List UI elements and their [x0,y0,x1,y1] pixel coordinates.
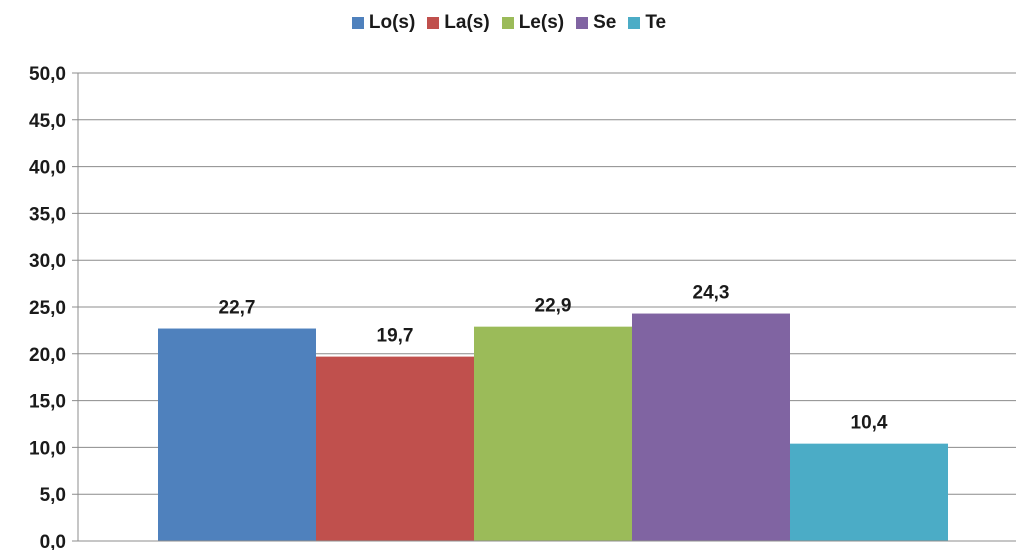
chart-legend: Lo(s) La(s) Le(s) Se Te [0,12,1018,34]
y-tick-label: 25,0 [29,298,66,319]
y-tick-label: 30,0 [29,251,66,272]
legend-swatch [351,17,364,29]
bar-se [632,313,790,541]
legend-label: Te [645,12,667,33]
y-tick-label: 50,0 [29,64,66,85]
y-tick-label: 0,0 [40,532,66,550]
legend-item: La(s) [427,12,490,34]
data-label: 22,7 [219,298,256,319]
legend-label: La(s) [444,12,490,33]
y-tick-label: 15,0 [29,392,66,413]
y-tick-label: 20,0 [29,345,66,366]
y-tick-label: 5,0 [40,485,66,506]
legend-item: Se [576,12,616,34]
data-label: 19,7 [377,326,414,347]
legend-swatch [427,17,440,29]
bar-los [158,328,316,541]
bar-les [474,326,632,541]
legend-label: Lo(s) [368,12,416,33]
bar-las [316,356,474,541]
data-label: 24,3 [693,283,730,304]
legend-item: Le(s) [501,12,565,34]
legend-label: Le(s) [518,12,565,33]
data-label: 10,4 [851,413,888,434]
data-label: 22,9 [535,296,572,317]
legend-swatch [501,17,514,29]
y-tick-label: 35,0 [29,204,66,225]
bar-te [790,443,948,541]
legend-swatch [628,17,641,29]
y-tick-label: 40,0 [29,158,66,179]
y-tick-label: 10,0 [29,438,66,459]
legend-label: Se [593,12,617,33]
y-tick-label: 45,0 [29,111,66,132]
legend-item: Te [628,12,666,34]
legend-item: Lo(s) [351,12,416,34]
legend-swatch [576,17,589,29]
